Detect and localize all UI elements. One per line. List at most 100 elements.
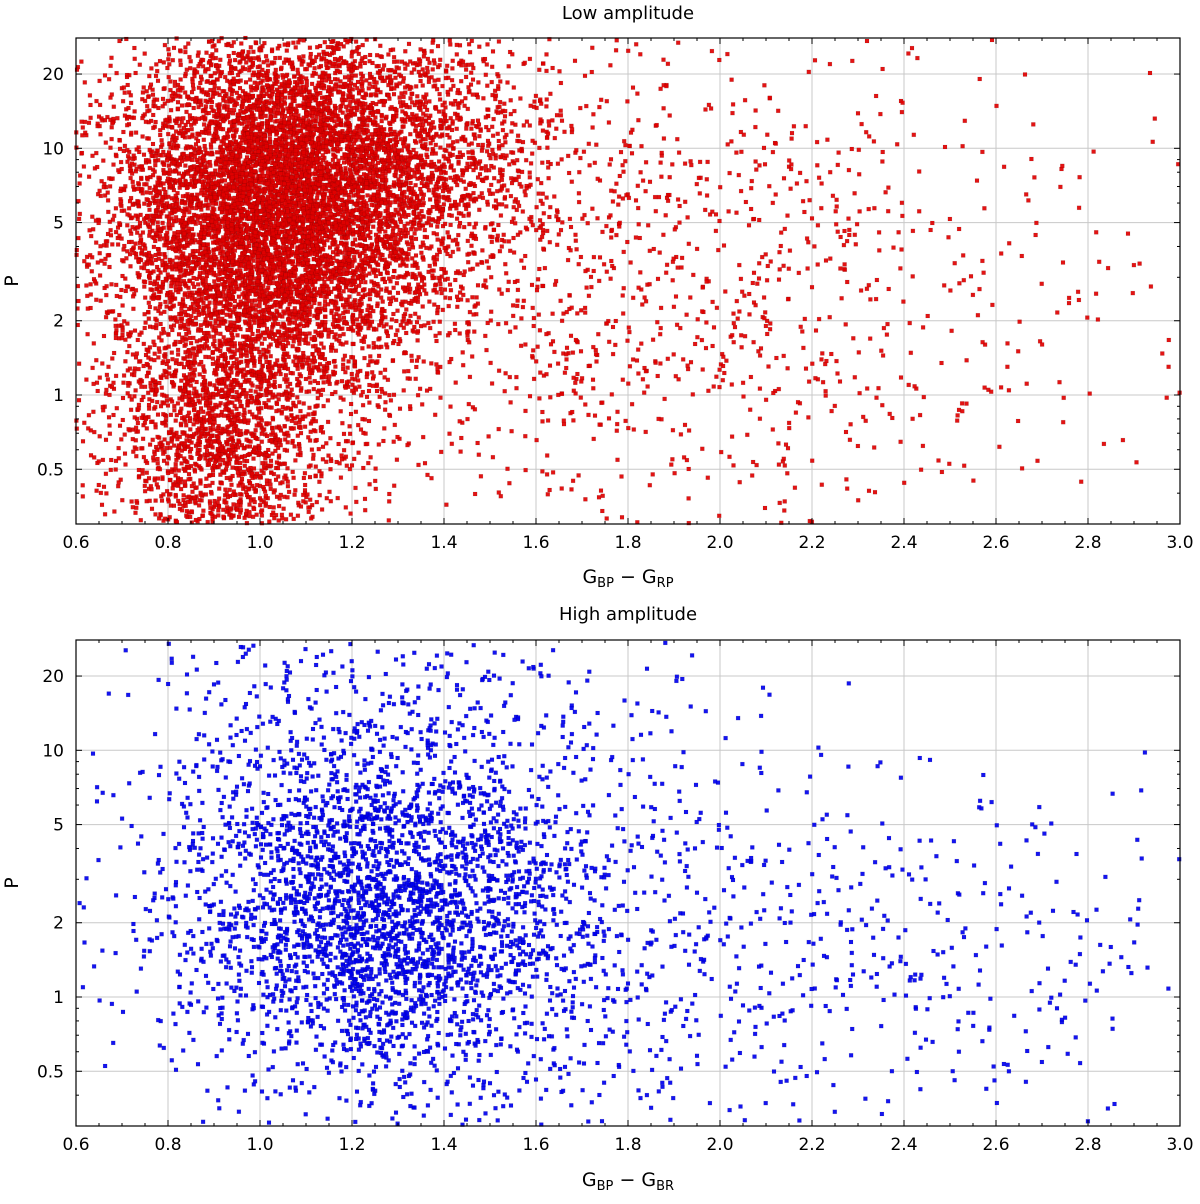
- data-point: [343, 165, 348, 171]
- data-point: [166, 56, 171, 62]
- data-point: [409, 353, 414, 359]
- data-point: [183, 312, 189, 318]
- data-point: [240, 88, 246, 94]
- data-point: [376, 353, 382, 359]
- data-point: [341, 288, 346, 294]
- data-point: [175, 347, 181, 353]
- data-point: [117, 221, 122, 226]
- data-point: [90, 153, 95, 159]
- data-point: [161, 359, 166, 364]
- data-point: [132, 56, 137, 62]
- data-point: [442, 221, 448, 227]
- data-point: [304, 357, 310, 363]
- data-point: [98, 298, 103, 304]
- data-point: [105, 377, 111, 382]
- data-point: [264, 83, 270, 88]
- data-point: [110, 176, 115, 181]
- data-point: [123, 276, 128, 281]
- data-point: [97, 273, 103, 278]
- data-point: [467, 221, 472, 227]
- data-point: [395, 290, 401, 296]
- data-point: [135, 186, 141, 192]
- data-point: [145, 94, 151, 100]
- data-point: [334, 258, 340, 264]
- data-point: [245, 271, 251, 277]
- data-point: [503, 204, 509, 209]
- data-point: [136, 149, 142, 155]
- data-point: [178, 62, 183, 68]
- data-point: [161, 186, 167, 192]
- data-point: [177, 123, 182, 128]
- data-point: [408, 96, 413, 101]
- data-point: [362, 266, 368, 272]
- data-point: [251, 456, 256, 461]
- data-point: [288, 370, 293, 376]
- data-point: [120, 98, 126, 104]
- chart-title: Low amplitude: [562, 3, 694, 24]
- data-point: [156, 267, 161, 273]
- data-point: [342, 353, 348, 359]
- data-point: [88, 233, 94, 239]
- data-point: [106, 209, 111, 215]
- data-point: [141, 152, 147, 157]
- data-point: [120, 303, 125, 308]
- data-point: [429, 475, 434, 481]
- data-point: [328, 435, 333, 441]
- data-point: [354, 317, 360, 322]
- data-point: [131, 250, 137, 256]
- data-point: [107, 264, 112, 270]
- data-point: [326, 373, 332, 379]
- data-point: [351, 254, 357, 260]
- data-point: [167, 167, 173, 173]
- data-point: [223, 256, 228, 261]
- data-point: [168, 289, 173, 295]
- data-point: [86, 262, 92, 268]
- data-point: [340, 362, 346, 368]
- data-point: [252, 298, 258, 303]
- data-point: [246, 68, 252, 73]
- data-point: [419, 250, 424, 256]
- data-point: [90, 214, 95, 219]
- data-point: [272, 55, 278, 61]
- data-point: [371, 373, 377, 379]
- data-point: [267, 311, 273, 316]
- data-point: [136, 204, 142, 209]
- data-point: [415, 338, 420, 343]
- data-point: [381, 324, 387, 329]
- data-point: [128, 263, 133, 269]
- data-point: [150, 92, 156, 97]
- data-point: [449, 441, 455, 447]
- data-point: [268, 353, 274, 359]
- data-point: [264, 326, 270, 332]
- data-point: [170, 57, 176, 63]
- data-point: [427, 263, 433, 269]
- data-point: [166, 46, 171, 52]
- data-point: [284, 337, 290, 343]
- data-point: [141, 85, 146, 90]
- data-point: [465, 297, 470, 303]
- data-point: [144, 426, 150, 431]
- data-point: [339, 235, 345, 240]
- data-point: [82, 119, 88, 125]
- data-point: [307, 380, 313, 385]
- data-point: [141, 341, 147, 347]
- data-point: [381, 438, 386, 444]
- data-point: [426, 79, 432, 85]
- data-point: [393, 318, 399, 324]
- data-point: [206, 330, 211, 336]
- data-point: [319, 507, 325, 512]
- data-point: [124, 255, 129, 261]
- data-point: [128, 407, 134, 413]
- data-point: [77, 211, 83, 217]
- data-point: [189, 126, 194, 132]
- data-point: [103, 256, 108, 262]
- data-point: [84, 283, 89, 288]
- data-point: [88, 115, 93, 121]
- scatter-points: [74, 35, 1182, 526]
- data-point: [354, 373, 360, 378]
- data-point: [126, 206, 132, 211]
- data-point: [108, 233, 114, 238]
- data-point: [228, 196, 233, 201]
- panel-low-amplitude: Low amplitude 0.6 0.8 1.0 1.2 1.4 1.6 1.8 2.0 2.…: [1, 3, 1194, 591]
- data-point: [179, 103, 185, 108]
